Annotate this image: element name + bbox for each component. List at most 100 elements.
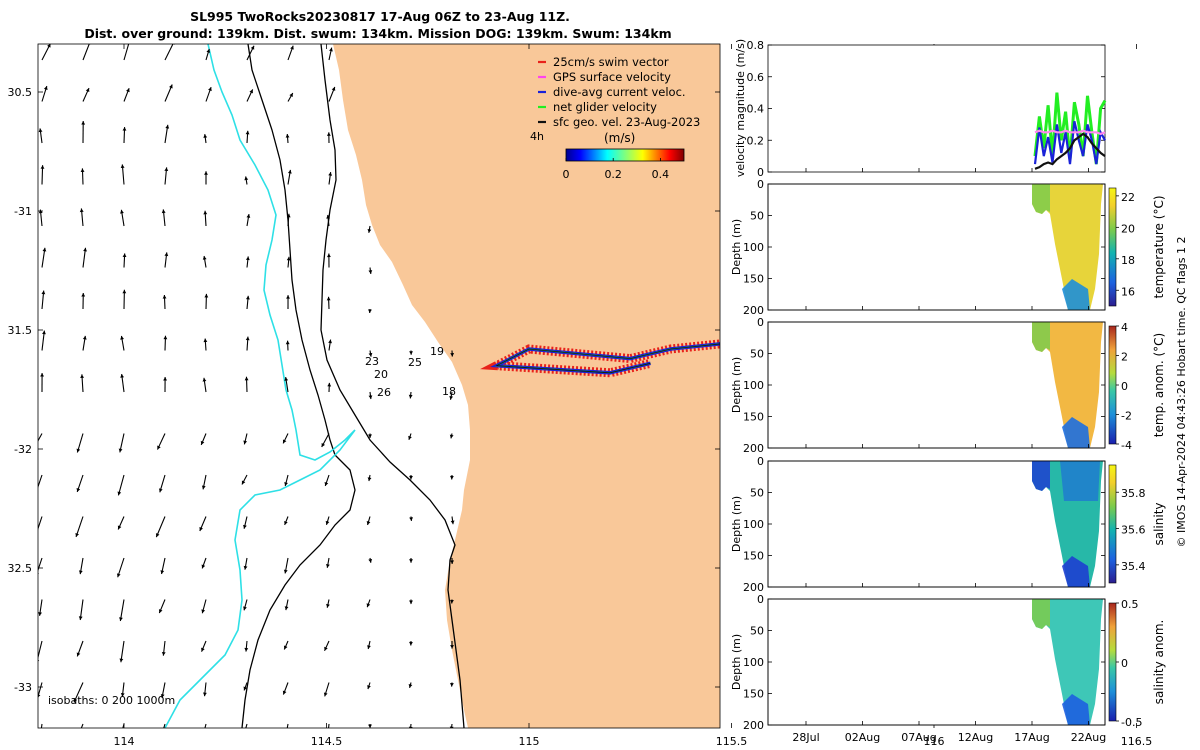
speed-colorbar: (m/s) 0 0.2 0.4 [563,131,685,181]
velocity-arrow [286,723,289,728]
velocity-arrowhead [244,176,249,181]
velocity-arrowhead [409,600,413,605]
velocity-arrowhead [120,209,124,214]
velocity-arrowhead [324,646,328,651]
velocity-arrowhead [161,651,166,656]
colorbar-tick: 4 [1121,321,1128,334]
velocity-arrowhead [203,210,208,215]
velocity-arrowhead [85,88,90,93]
colorbar-tick: -2 [1121,410,1132,423]
isobath-1000m [164,44,356,728]
map-frame [37,43,721,729]
colorbar-label: salinity [1152,502,1166,545]
velocity-arrowhead [450,475,454,480]
velocity-arrowhead [38,612,42,616]
velocity-arrowhead [408,435,412,440]
velocity-arrowhead [81,292,86,297]
velocity-arrowhead [83,247,87,252]
velocity-arrowhead [326,564,330,568]
day-label-19: 19 [430,345,444,358]
lon-tick-label: 115 [519,735,540,748]
velocity-arrow [80,723,84,728]
section-deep-layer [1062,417,1090,448]
isobath-200m [241,44,356,728]
velocity-panel: 0 0.2 0.4 0.6 0.8 velocity magnitude (m/s) [734,39,1107,179]
velocity-arrowhead [283,645,288,650]
section-panel-salinity: 0 50 100 150 200 Depth (m) 35.4 35.6 35.8 salinit… [730,455,1166,594]
velocity-arrowhead [326,132,331,136]
velocity-arrowhead [329,47,333,52]
section-surface-layer [1032,461,1050,491]
colorbar-tick: 35.8 [1121,487,1146,500]
colorbar-tick: 22 [1121,191,1135,204]
velocity-tick: 0.4 [747,103,765,116]
section-field [1032,599,1103,725]
velocity-arrowhead [449,434,454,439]
velocity-tick: 0.6 [747,71,765,84]
section-surface-layer [1032,184,1050,214]
velocity-ylabel: velocity magnitude (m/s) [734,39,747,177]
title-line1: SL995 TwoRocks20230817 17-Aug 06Z to 23-… [190,9,570,24]
velocity-arrowhead [326,253,331,258]
velocity-arrowhead [246,214,251,218]
velocity-arrowhead [38,737,42,741]
colorbar-tick: 0 [1121,657,1128,670]
date-tick-label: 22Aug [1071,731,1106,744]
velocity-arrowhead [285,340,290,345]
title-line2: Dist. over ground: 139km. Dist. swum: 13… [84,26,671,41]
velocity-arrowhead [366,521,371,525]
velocity-arrowhead [367,685,371,690]
velocity-arrowhead [38,128,43,133]
velocity-arrowhead [204,293,209,298]
glider-path [495,343,720,374]
depth-tick: 100 [743,241,764,254]
velocity-arrow [38,640,43,660]
legend-label: dive-avg current veloc. [553,85,686,99]
colorbar-tick: -4 [1121,439,1132,452]
depth-ylabel: Depth (m) [730,634,743,690]
velocity-arrowhead [245,336,250,341]
velocity-arrowhead [117,525,122,530]
velocity-arrowhead [326,214,331,219]
velocity-arrow [120,640,125,663]
section-surface-layer [1032,599,1050,629]
lat-tick-label: -32 [14,443,32,456]
velocity-arrowhead [368,724,372,728]
velocity-arrowhead [450,560,454,564]
date-tick-label: 07Aug [901,731,936,744]
velocity-arrowhead [284,482,288,486]
velocity-arrowhead [157,445,161,450]
velocity-arrowhead [284,734,288,738]
date-ticks: 28Jul 02Aug 07Aug 12Aug 17Aug 22Aug [792,168,1106,744]
velocity-arrowhead [122,253,127,258]
velocity-arrowhead [243,524,247,529]
velocity-arrowhead [162,295,167,299]
velocity-arrow [204,723,207,728]
velocity-arrowhead [122,289,127,294]
depth-tick: 100 [743,656,764,669]
velocity-arrowhead [409,351,413,355]
velocity-arrowhead [367,645,371,650]
velocity-series-line [1034,129,1106,136]
velocity-arrowhead [158,609,163,614]
velocity-arrowhead [368,558,373,563]
velocity-arrowhead [120,374,125,378]
velocity-arrowhead [249,89,253,94]
velocity-arrowhead [325,520,330,525]
colorbar-tick: 20 [1121,222,1135,235]
velocity-arrowhead [38,694,41,698]
velocity-arrowhead [243,686,248,691]
velocity-arrowhead [40,372,44,377]
velocity-arrowhead [284,377,289,381]
velocity-arrowhead [116,573,121,578]
velocity-arrowhead [203,338,208,343]
map-panel: 23 25 19 20 26 18 isobaths: 0 200 1000m … [8,43,1152,748]
lat-tick-label: -33 [14,681,32,694]
velocity-arrowhead [73,698,78,703]
colorbar-tick: 0.5 [1121,598,1139,611]
day-label-25: 25 [408,356,422,369]
velocity-arrowhead [76,652,81,657]
velocity-arrowhead [243,731,247,735]
depth-tick: 0 [757,316,764,329]
